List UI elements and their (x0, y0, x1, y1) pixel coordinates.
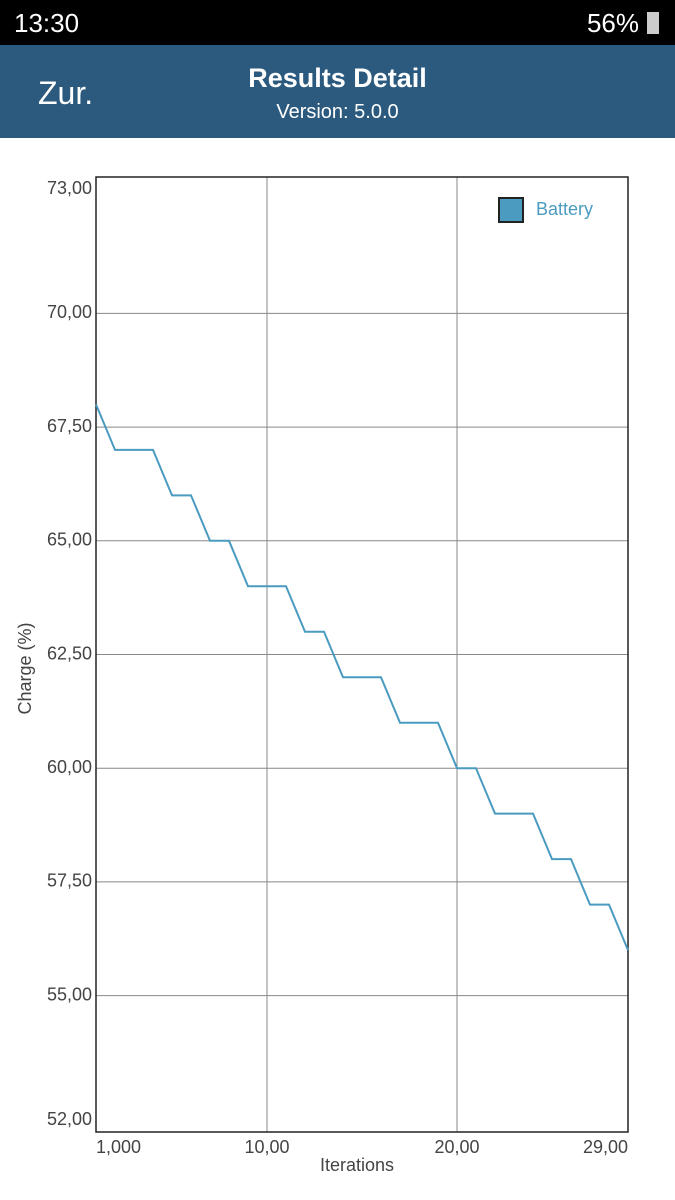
y-tick-label: 73,00 (47, 178, 92, 198)
y-tick-label: 65,00 (47, 530, 92, 550)
data-line (95, 403, 629, 951)
subtitle: Version: 5.0.0 (276, 101, 399, 123)
y-tick-label: 62,50 (47, 643, 92, 663)
y-tick-label: 52,00 (47, 1109, 92, 1129)
y-tick-label: 67,50 (47, 416, 92, 436)
title: Results Detail (248, 63, 427, 93)
y-tick-label: 55,00 (47, 984, 92, 1004)
y-tick-label: 70,00 (47, 302, 92, 322)
back-button[interactable]: Zur. (38, 75, 94, 111)
x-tick-label: 20,00 (434, 1137, 479, 1157)
legend-swatch (498, 197, 524, 223)
chart: 52,00 55,00 57,50 60,00 62,50 65,00 67,50 70,00… (15, 176, 629, 1175)
x-tick-label: 1,000 (96, 1137, 141, 1157)
plot-border (95, 176, 629, 1133)
time: 13:30 (14, 8, 80, 38)
legend-label: Battery (536, 199, 593, 219)
y-tick-label: 57,50 (47, 871, 92, 891)
x-tick-label: 29,00 (583, 1137, 628, 1157)
battery-icon (647, 12, 659, 34)
app-header: Zur. Results Detail Version: 5.0.0 (0, 45, 675, 138)
y-tick-label: 60,00 (47, 757, 92, 777)
x-tick-label: 10,00 (244, 1137, 289, 1157)
x-axis-label: Iterations (320, 1155, 394, 1175)
status-bar: 13:30 56% (0, 0, 675, 45)
battery-level: 56% (586, 8, 639, 38)
y-axis-label: Charge (%) (15, 622, 35, 714)
